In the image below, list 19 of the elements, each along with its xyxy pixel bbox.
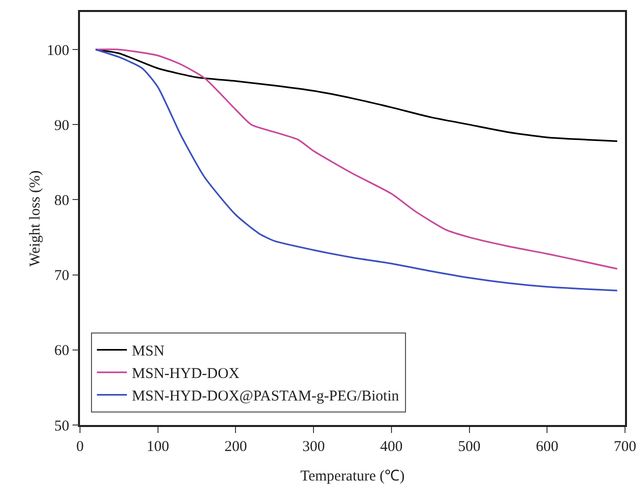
x-tick-label: 400: [380, 438, 403, 455]
x-tick-label: 700: [614, 438, 636, 455]
x-tick-label: 600: [536, 438, 558, 455]
y-tick-label: 80: [54, 192, 70, 209]
legend-label: MSN-HYD-DOX@PASTAM-g-PEG/Biotin: [132, 388, 400, 405]
x-tick-label: 0: [76, 438, 84, 455]
x-tick-label: 300: [302, 438, 325, 455]
legend-label: MSN-HYD-DOX: [132, 366, 240, 382]
y-tick-label: 90: [54, 118, 70, 134]
y-tick-label: 70: [54, 268, 70, 284]
x-tick-label: 500: [458, 438, 481, 455]
y-tick-label: 60: [54, 343, 70, 360]
y-axis-title: Weight loss (%): [28, 170, 44, 267]
legend-label: MSN: [132, 344, 165, 360]
x-tick-label: 200: [224, 438, 247, 455]
y-tick-label: 100: [46, 42, 70, 59]
y-tick-label: 50: [54, 418, 70, 434]
x-tick-label: 100: [146, 438, 170, 455]
x-axis-title: Temperature (℃): [300, 468, 405, 484]
